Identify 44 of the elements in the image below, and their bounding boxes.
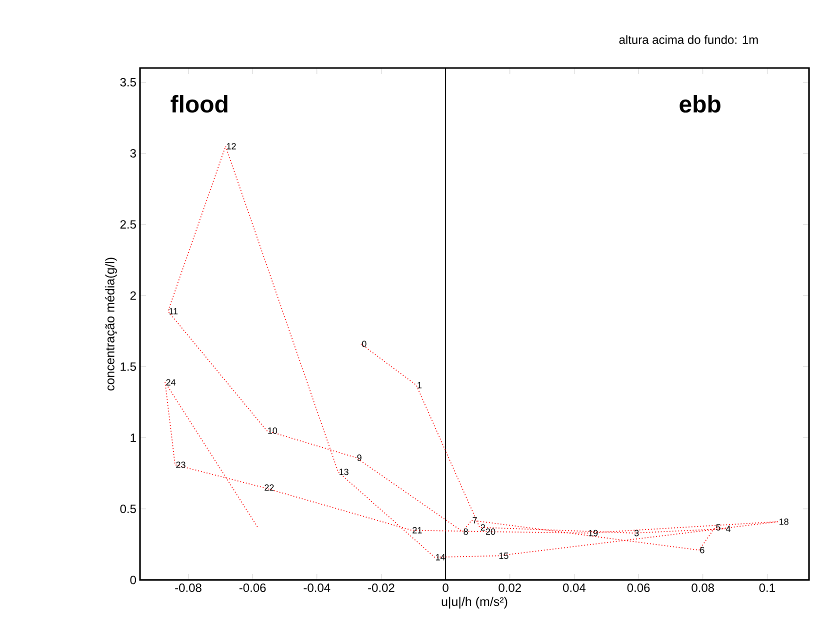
annotation: 18: [780, 518, 788, 525]
annotation: 0: [362, 340, 366, 348]
annotation: 3: [634, 530, 639, 536]
annotation: 13: [340, 468, 348, 476]
x-tick-label: 0.02: [498, 584, 521, 592]
x-axis-title: u|u|/h (m/s²): [442, 596, 508, 609]
annotation: 21: [412, 527, 422, 534]
chart-title: altura acima do fundo: 1m: [619, 35, 758, 44]
annotation: ebb: [680, 95, 720, 113]
annotation: 20: [486, 528, 496, 535]
y-tick-label: 1: [130, 434, 136, 442]
annotation: 8: [464, 528, 468, 535]
y-tick-label: 2.5: [120, 220, 136, 229]
annotation: 11: [169, 308, 178, 314]
x-tick-label: 0.08: [692, 584, 714, 592]
y-axis-title: concentração média(g/l): [105, 258, 117, 390]
annotation: 15: [499, 552, 508, 559]
annotation: 1: [418, 382, 422, 388]
y-tick-label: 3: [130, 149, 136, 158]
x-tick-label: 0.06: [627, 584, 650, 592]
annotation: 9: [357, 454, 362, 461]
y-tick-label: 0: [130, 576, 136, 584]
annotation: 22: [264, 484, 274, 491]
x-tick-label: -0.06: [239, 584, 266, 592]
annotation: 7: [472, 517, 477, 524]
x-tick-label: 0.04: [563, 584, 586, 592]
annotation: 24: [166, 379, 176, 386]
x-tick-label: -0.04: [304, 584, 330, 592]
y-tick-label: 3.5: [120, 78, 136, 86]
annotation: flood: [170, 95, 228, 113]
annotation: 14: [436, 554, 446, 560]
y-tick-label: 2: [130, 291, 136, 300]
annotation: 2: [480, 524, 485, 531]
x-tick-label: -0.08: [175, 584, 202, 592]
x-tick-label: -0.02: [368, 584, 394, 592]
x-tick-label: 0.1: [759, 584, 775, 592]
annotation: 23: [176, 462, 186, 468]
x-tick-label: 0: [442, 584, 448, 592]
annotation: 4: [726, 526, 730, 532]
y-tick-label: 1.5: [120, 362, 136, 371]
annotation: 6: [700, 546, 704, 554]
y-tick-label: 0.5: [120, 504, 136, 514]
annotation: 10: [268, 427, 278, 434]
annotation: 12: [226, 143, 236, 150]
